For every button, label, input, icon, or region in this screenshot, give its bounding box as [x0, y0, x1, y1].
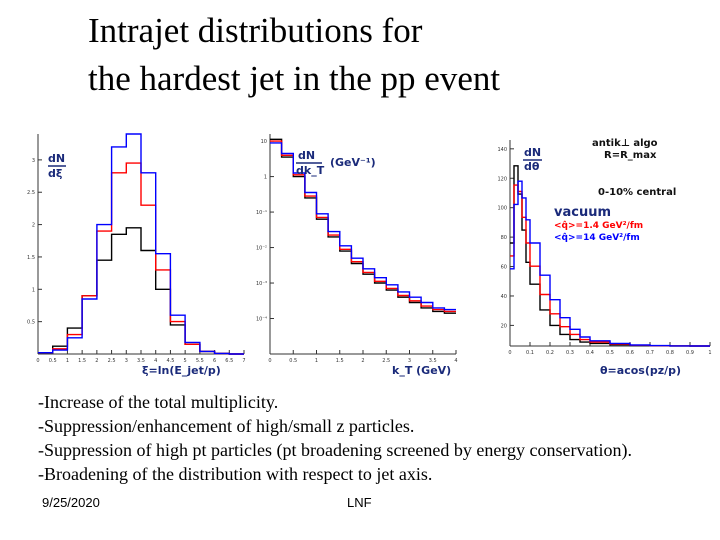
x-tick-label: 0.1: [526, 350, 534, 356]
y-tick-label: 1.5: [27, 255, 35, 261]
x-tick-label: 7: [242, 358, 245, 364]
x-tick-label: 4: [454, 358, 457, 364]
legend-entry-qhat-1-4: <q̂>=1.4 GeV²/fm: [554, 220, 643, 231]
slide-title-line-2: the hardest jet in the pp event: [88, 59, 501, 98]
x-tick-label: 6.5: [225, 358, 233, 364]
x-tick-label: 4: [154, 358, 157, 364]
y-tick-label: 2.5: [27, 190, 35, 196]
x-tick-label: 0.6: [626, 350, 634, 356]
x-tick-label: 0.5: [606, 350, 614, 356]
x-tick-label: 0.4: [586, 350, 594, 356]
legend-header-algo: antik⊥ algo: [592, 138, 658, 149]
y-tick-label: 120: [497, 176, 507, 182]
x-tick-label: 5: [184, 358, 187, 364]
series-qhat-14-line: [38, 133, 244, 355]
kt-distribution-chart: 10 1 10⁻¹ 10⁻² 10⁻³ 10⁻⁴ 0 0.5 1 1.5 2 2.5 3 3.5 4 dN…: [256, 134, 458, 377]
x-tick-label: 0: [268, 358, 271, 364]
xlabel: k_T (GeV): [392, 364, 451, 377]
x-tick-label: 1: [315, 358, 318, 364]
x-tick-label: 0.5: [49, 358, 57, 364]
y-tick-label: 80: [501, 235, 507, 241]
x-tick-label: 0.8: [666, 350, 674, 356]
x-tick-label: 1.5: [78, 358, 86, 364]
y-tick-label: 60: [501, 265, 507, 271]
y-tick-label: 10⁻⁴: [256, 317, 267, 323]
ylabel-units: (GeV⁻¹): [330, 156, 376, 169]
x-tick-label: 1: [708, 350, 711, 356]
ylabel-top: dN: [524, 146, 541, 159]
x-tick-label: 4.5: [166, 358, 174, 364]
x-tick-label: 2: [361, 358, 364, 364]
x-tick-label: 2.5: [108, 358, 116, 364]
y-tick-label: 100: [497, 206, 507, 212]
x-tick-label: 5.5: [196, 358, 204, 364]
ylabel-bottom: dθ: [524, 160, 540, 173]
ylabel-top: dN: [48, 152, 65, 165]
ylabel-bottom: dξ: [48, 167, 62, 180]
legend-header-radius: R=R_max: [604, 150, 657, 161]
ylabel-top: dN: [298, 149, 315, 162]
bullet-list: -Increase of the total multiplicity. -Su…: [38, 390, 632, 486]
x-tick-label: 3: [408, 358, 411, 364]
y-tick-label: 10⁻¹: [256, 210, 267, 216]
y-tick-label: 2: [32, 223, 35, 229]
xlabel: ξ=ln(E_jet/p): [142, 364, 221, 377]
bullet-item: -Broadening of the distribution with res…: [38, 464, 433, 484]
x-tick-label: 2: [95, 358, 98, 364]
y-tick-label: 10⁻²: [256, 246, 267, 252]
x-tick-label: 1: [66, 358, 69, 364]
x-tick-label: 2.5: [382, 358, 390, 364]
x-tick-label: 0.2: [546, 350, 554, 356]
y-tick-label: 140: [497, 147, 507, 153]
legend-entry-qhat-14: <q̂>=14 GeV²/fm: [554, 232, 640, 243]
bullet-item: -Increase of the total multiplicity.: [38, 392, 279, 412]
x-tick-label: 0.3: [566, 350, 574, 356]
y-tick-label: 1: [264, 175, 267, 181]
x-tick-label: 6: [213, 358, 216, 364]
x-tick-label: 1.5: [336, 358, 344, 364]
legend-entry-vacuum: vacuum: [554, 205, 611, 220]
x-tick-label: 3: [125, 358, 128, 364]
legend-header-centrality: 0-10% central: [598, 187, 676, 198]
y-tick-label: 20: [501, 323, 507, 329]
y-tick-label: 40: [501, 294, 507, 300]
bullet-item: -Suppression of high pt particles (pt br…: [38, 440, 632, 460]
series-qhat-1-4-line: [38, 162, 244, 355]
slide-title-line-1: Intrajet distributions for: [88, 11, 423, 50]
y-tick-label: 0.5: [27, 320, 35, 326]
y-tick-label: 3: [32, 158, 35, 164]
x-tick-label: 0.9: [686, 350, 694, 356]
footer-date: 9/25/2020: [42, 495, 100, 510]
xlabel: θ=acos(pz/p): [600, 364, 681, 377]
x-tick-label: 3.5: [137, 358, 145, 364]
y-tick-label: 1: [32, 287, 35, 293]
x-tick-label: 0.7: [646, 350, 654, 356]
bullet-item: -Suppression/enhancement of high/small z…: [38, 416, 415, 436]
y-tick-label: 10: [261, 139, 267, 145]
x-tick-label: 0: [508, 350, 511, 356]
series-qhat-14-line: [510, 180, 710, 347]
x-tick-label: 0.5: [289, 358, 297, 364]
x-tick-label: 0: [36, 358, 39, 364]
xi-distribution-chart: 0.5 1 1.5 2 2.5 3 0 0.5 1 1.5 2 2.5 3 3.5 4 4.5 5 5.5 6 6.…: [27, 133, 246, 377]
x-tick-label: 3.5: [429, 358, 437, 364]
ylabel-bottom: dk_T: [296, 164, 325, 177]
series-qhat-14-line: [270, 142, 456, 311]
y-tick-label: 10⁻³: [256, 281, 267, 287]
footer-organization: LNF: [347, 495, 372, 510]
theta-distribution-chart: 140 120 100 80 60 40 20 0 0.1 0.2 0.3 0.4 0.5 0.6 0.7…: [497, 138, 711, 377]
